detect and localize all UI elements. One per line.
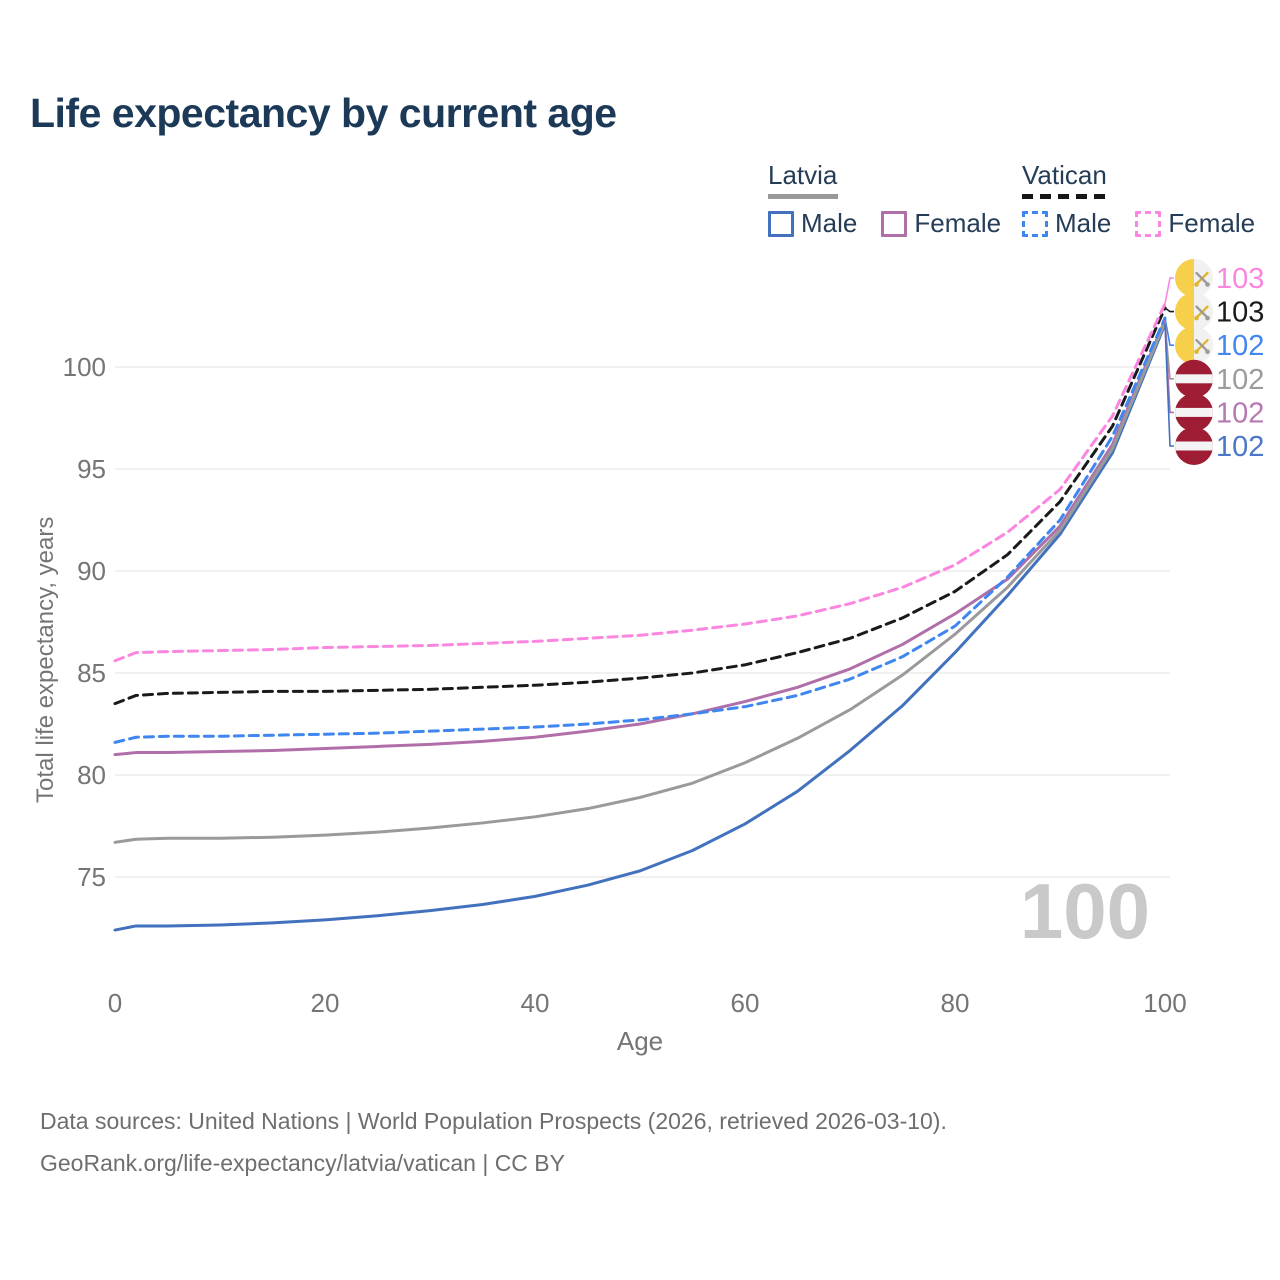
legend-item-vatican-female: Female xyxy=(1135,208,1255,239)
vatican-flag-icon xyxy=(1175,326,1213,365)
end-label-connector xyxy=(1164,307,1174,313)
end-value-label: 102 xyxy=(1216,330,1264,362)
legend-item-vatican-male: Male xyxy=(1022,208,1111,239)
x-axis-title: Age xyxy=(616,1026,664,1056)
y-tick-label: 80 xyxy=(77,760,106,790)
vatican-female-swatch-icon xyxy=(1135,210,1162,237)
x-tick-label: 0 xyxy=(108,988,122,1018)
legend-item-latvia-male: Male xyxy=(768,208,857,239)
age-counter-watermark: 100 xyxy=(1019,867,1150,955)
x-tick-label: 60 xyxy=(731,988,760,1018)
end-label-connector xyxy=(1164,324,1174,447)
end-value-label: 103 xyxy=(1216,263,1264,295)
end-value-label: 102 xyxy=(1216,397,1264,429)
series-line-latvia-male xyxy=(113,322,1167,932)
series-line-vatican-male xyxy=(113,316,1167,744)
data-sources-text: Data sources: United Nations | World Pop… xyxy=(40,1108,947,1134)
x-tick-label: 80 xyxy=(941,988,970,1018)
series-line-latvia-both xyxy=(113,320,1167,844)
latvia-flag-icon xyxy=(1175,393,1213,432)
x-tick-label: 100 xyxy=(1143,988,1186,1018)
y-axis-title: Total life expectancy, years xyxy=(32,516,59,804)
y-tick-label: 100 xyxy=(63,352,106,382)
legend-label-latvia-male: Male xyxy=(801,208,858,238)
latvia-female-swatch-icon xyxy=(881,210,908,237)
legend-group-vatican: Vatican Male Female xyxy=(1022,160,1255,239)
vatican-flag-icon xyxy=(1175,292,1213,331)
y-tick-label: 95 xyxy=(77,454,106,484)
end-value-label: 102 xyxy=(1216,364,1264,396)
end-value-label: 103 xyxy=(1216,297,1264,329)
x-tick-label: 40 xyxy=(521,988,550,1018)
y-tick-label: 90 xyxy=(77,556,106,586)
legend-label-latvia-female: Female xyxy=(914,208,1002,238)
attribution-text: GeoRank.org/life-expectancy/latvia/vatic… xyxy=(40,1150,565,1176)
series-line-vatican-both xyxy=(113,306,1167,706)
series-line-vatican-female xyxy=(113,302,1167,663)
vatican-male-swatch-icon xyxy=(1022,210,1048,237)
page-title: Life expectancy by current age xyxy=(30,90,617,136)
legend-item-latvia-female: Female xyxy=(881,208,1001,239)
legend-underline-latvia xyxy=(768,194,838,199)
end-label-connector xyxy=(1164,277,1174,304)
latvia-male-swatch-icon xyxy=(768,210,794,237)
latvia-flag-icon xyxy=(1175,427,1213,465)
end-label-connector xyxy=(1164,317,1174,346)
y-tick-label: 75 xyxy=(77,862,106,892)
legend-items-latvia: Male Female xyxy=(768,208,1001,239)
latvia-flag-icon xyxy=(1175,359,1213,398)
legend-underline-vatican xyxy=(1022,194,1106,199)
legend-header-vatican: Vatican xyxy=(1022,160,1107,190)
vatican-flag-icon xyxy=(1175,259,1213,297)
series-line-latvia-female xyxy=(113,318,1167,757)
legend-items-vatican: Male Female xyxy=(1022,208,1255,239)
legend-label-vatican-male: Male xyxy=(1055,208,1112,238)
legend-group-latvia: Latvia Male Female xyxy=(768,160,1001,239)
y-tick-label: 85 xyxy=(77,658,106,688)
legend-label-vatican-female: Female xyxy=(1168,208,1256,238)
legend-header-latvia: Latvia xyxy=(768,160,838,190)
x-tick-label: 20 xyxy=(311,988,340,1018)
end-value-label: 102 xyxy=(1216,431,1264,463)
